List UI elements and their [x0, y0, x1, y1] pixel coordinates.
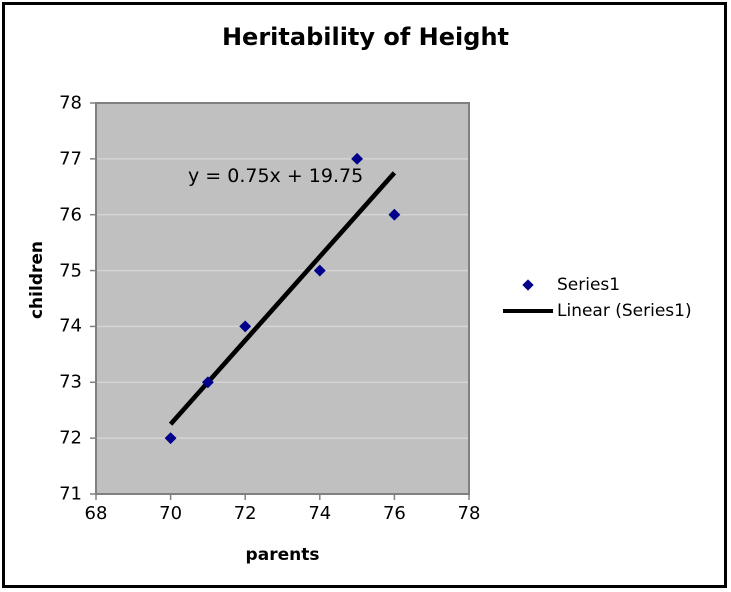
legend-label-series1: Series1	[557, 275, 621, 295]
x-tick-label: 76	[382, 503, 406, 524]
x-tick-label: 70	[159, 503, 183, 524]
legend: Series1 Linear (Series1)	[503, 272, 692, 324]
y-tick-label: 78	[59, 92, 82, 114]
trendline-equation-label: y = 0.75x + 19.75	[188, 165, 364, 187]
x-tick-label: 68	[84, 503, 108, 524]
x-tick-label: 78	[457, 503, 481, 524]
y-tick-label: 76	[59, 204, 82, 226]
y-tick-label: 77	[59, 148, 82, 170]
data-point	[313, 264, 326, 277]
x-tick-label: 74	[308, 503, 332, 524]
trendline-icon	[503, 309, 553, 313]
diamond-marker-icon	[522, 279, 534, 291]
series1-marker-swatch	[503, 279, 553, 291]
y-tick-label: 72	[59, 427, 82, 449]
trendline-swatch	[503, 309, 553, 313]
legend-label-linear: Linear (Series1)	[557, 301, 692, 321]
y-tick-label: 74	[59, 315, 82, 337]
y-tick-label: 71	[59, 483, 82, 505]
legend-entry-linear: Linear (Series1)	[503, 298, 692, 324]
x-axis-title: parents	[245, 545, 320, 565]
x-tick-label: 72	[233, 503, 257, 524]
y-tick-label: 73	[59, 371, 82, 393]
y-tick-label: 75	[59, 260, 82, 282]
legend-entry-series1: Series1	[503, 272, 692, 298]
chart-title: Heritability of Height	[221, 23, 510, 51]
